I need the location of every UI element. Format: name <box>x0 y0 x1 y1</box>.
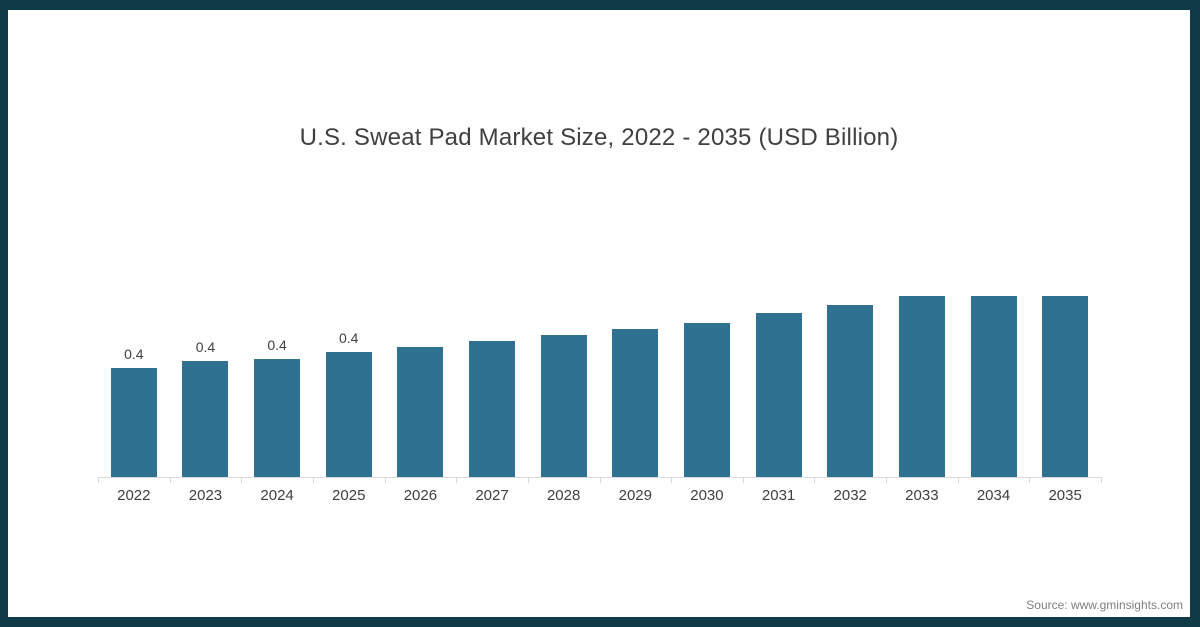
x-axis-tick <box>313 478 314 483</box>
bar-cell-2030 <box>671 275 743 477</box>
bar-2029 <box>612 329 659 477</box>
bar-2027 <box>469 341 516 477</box>
bar-2023 <box>182 361 229 477</box>
bar-cell-2022: 0.4 <box>98 275 170 477</box>
bar-2025 <box>325 352 372 477</box>
x-axis-tick <box>1101 478 1102 483</box>
bar-2022 <box>110 368 157 477</box>
bar-cell-2024: 0.4 <box>241 275 313 477</box>
x-axis-labels: 2022 2023 2024 2025 2026 2027 2028 2029 2030 2031… <box>98 486 1101 506</box>
x-axis-tick <box>886 478 887 483</box>
x-axis-label-2024: 2024 <box>260 487 294 504</box>
bar-2035 <box>1042 296 1089 477</box>
x-axis-label-2027: 2027 <box>475 487 509 504</box>
bar-2032 <box>827 305 874 477</box>
x-axis-tick <box>743 478 744 483</box>
x-axis-label-2034: 2034 <box>976 487 1011 504</box>
bar-cell-2027 <box>456 275 528 477</box>
x-axis-label-2035: 2035 <box>1048 487 1082 504</box>
bar-cell-2034 <box>958 275 1030 477</box>
bar-2026 <box>397 347 444 477</box>
x-axis-label-2025: 2025 <box>332 487 366 504</box>
x-axis-tick <box>456 478 457 483</box>
bar-2031 <box>755 313 802 477</box>
x-axis-tick <box>814 478 815 483</box>
x-axis-tick <box>1029 478 1030 483</box>
x-axis-tick <box>385 478 386 483</box>
bar-value-label: 0.4 <box>267 337 287 353</box>
x-axis-tick <box>958 478 959 483</box>
bar-cell-2025: 0.4 <box>313 275 385 477</box>
x-axis-tick <box>241 478 242 483</box>
bar-cell-2026 <box>385 275 457 477</box>
bar-2030 <box>683 323 730 477</box>
bar-value-label: 0.4 <box>124 346 144 362</box>
x-axis-label-2028: 2028 <box>546 487 581 504</box>
bar-cell-2031 <box>743 275 815 477</box>
bar-value-label: 0.4 <box>339 330 359 346</box>
x-axis-tick <box>671 478 672 483</box>
x-axis-line <box>98 477 1102 478</box>
bar-cell-2029 <box>599 275 671 477</box>
x-axis-label-2029: 2029 <box>618 487 652 504</box>
bar-2034 <box>970 296 1017 477</box>
x-axis-tick <box>98 478 99 483</box>
x-axis-label-2030: 2030 <box>690 487 724 504</box>
bar-cell-2032 <box>814 275 886 477</box>
x-axis-tick <box>600 478 601 483</box>
x-axis-label-2023: 2023 <box>188 487 223 504</box>
bar-2028 <box>540 335 587 477</box>
x-axis-label-2032: 2032 <box>833 487 867 504</box>
bar-cell-2033 <box>886 275 958 477</box>
x-axis-label-2022: 2022 <box>117 487 151 504</box>
bar-2033 <box>898 296 945 477</box>
bar-cell-2023: 0.4 <box>170 275 242 477</box>
bar-cell-2028 <box>528 275 600 477</box>
bar-chart-plot-area: 0.4 0.4 0.4 0.4 <box>98 275 1101 477</box>
x-axis-tick <box>528 478 529 483</box>
bar-value-label: 0.4 <box>195 339 216 355</box>
bar-2024 <box>254 359 301 477</box>
x-axis-label-2031: 2031 <box>761 487 796 504</box>
bar-cell-2035 <box>1029 275 1101 477</box>
x-axis-label-2033: 2033 <box>905 487 939 504</box>
x-axis-label-2026: 2026 <box>403 487 438 504</box>
chart-title: U.S. Sweat Pad Market Size, 2022 - 2035 … <box>299 124 899 151</box>
x-axis-tick <box>170 478 171 483</box>
source-attribution: Source: www.gminsights.com <box>1026 598 1183 612</box>
